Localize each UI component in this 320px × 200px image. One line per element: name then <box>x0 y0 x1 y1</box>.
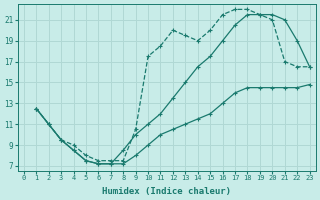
X-axis label: Humidex (Indice chaleur): Humidex (Indice chaleur) <box>102 187 231 196</box>
